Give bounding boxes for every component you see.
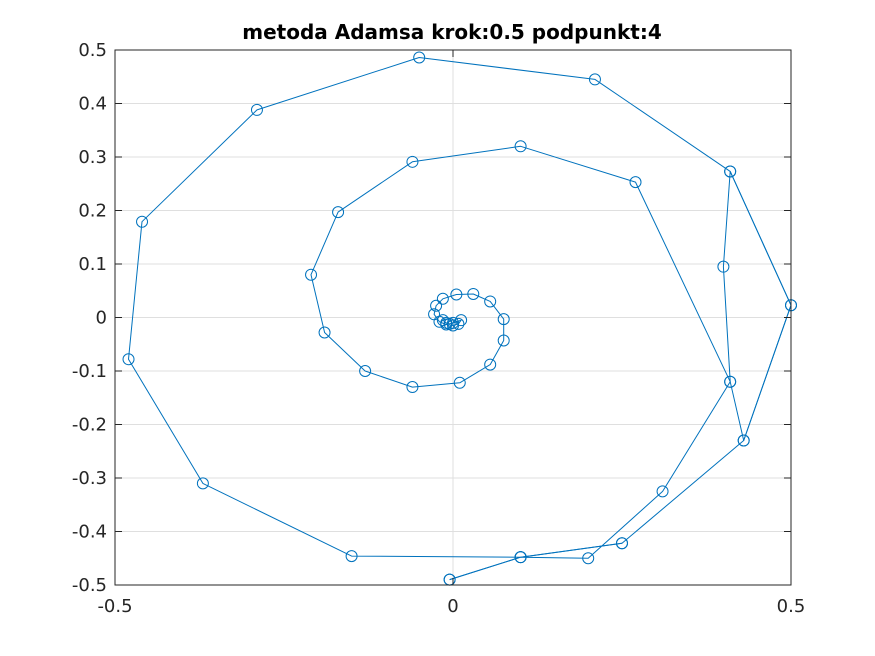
series-line <box>128 57 792 581</box>
data-point <box>514 140 527 153</box>
data-point <box>717 260 730 273</box>
data-point <box>332 206 345 219</box>
y-tick-label: 0.5 <box>78 40 107 61</box>
data-point <box>737 434 750 447</box>
data-point <box>582 552 595 565</box>
data-point <box>497 334 510 347</box>
y-tick-label: -0.1 <box>72 361 107 382</box>
y-tick-label: 0.2 <box>78 201 107 222</box>
data-point <box>406 155 419 168</box>
data-point <box>122 353 135 366</box>
data-point <box>588 73 601 86</box>
data-point <box>629 176 642 189</box>
data-point <box>724 375 737 388</box>
data-point <box>450 288 463 301</box>
axis-tick-labels: 0.5 0.4 0.3 0.2 0.1 0 -0.1 -0.2 -0.3 -0.4 -0.5-0.5… <box>72 40 805 617</box>
data-point <box>305 268 318 281</box>
data-point <box>136 215 149 228</box>
data-point <box>359 365 372 377</box>
y-tick-label: 0.3 <box>78 147 107 168</box>
x-tick-label: 0.5 <box>777 596 806 617</box>
data-point <box>497 313 510 326</box>
data-point <box>453 376 466 389</box>
data-point <box>196 477 209 490</box>
y-tick-label: 0.4 <box>78 94 107 115</box>
data-point <box>440 316 453 329</box>
data-point <box>514 551 527 564</box>
data-point <box>430 299 443 312</box>
y-tick-label: -0.4 <box>72 522 107 543</box>
x-tick-label: -0.5 <box>97 596 132 617</box>
data-point <box>318 326 331 339</box>
data-point <box>452 317 465 330</box>
y-tick-label: 0 <box>96 308 107 329</box>
data-point <box>656 485 669 498</box>
y-tick-label: 0.1 <box>78 254 107 275</box>
y-tick-label: -0.5 <box>72 575 107 596</box>
chart-title: metoda Adamsa krok:0.5 podpunkt:4 <box>242 20 662 44</box>
data-point <box>436 314 449 327</box>
y-tick-label: -0.2 <box>72 415 107 436</box>
data-point <box>406 381 419 394</box>
data-point <box>455 314 468 327</box>
data-point <box>467 287 480 300</box>
data-point <box>413 51 426 64</box>
axis-ticks <box>114 49 792 586</box>
data-point <box>436 292 449 305</box>
data-point <box>250 103 263 116</box>
data-point <box>616 537 628 550</box>
data-point <box>484 358 497 371</box>
data-point <box>484 295 497 308</box>
data-point <box>724 165 737 178</box>
x-tick-label: 0 <box>447 596 458 617</box>
y-tick-label: -0.3 <box>72 468 107 489</box>
data-point <box>345 550 358 563</box>
